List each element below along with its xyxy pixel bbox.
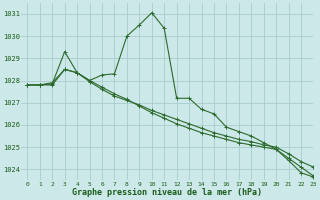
X-axis label: Graphe pression niveau de la mer (hPa): Graphe pression niveau de la mer (hPa) (72, 188, 262, 197)
